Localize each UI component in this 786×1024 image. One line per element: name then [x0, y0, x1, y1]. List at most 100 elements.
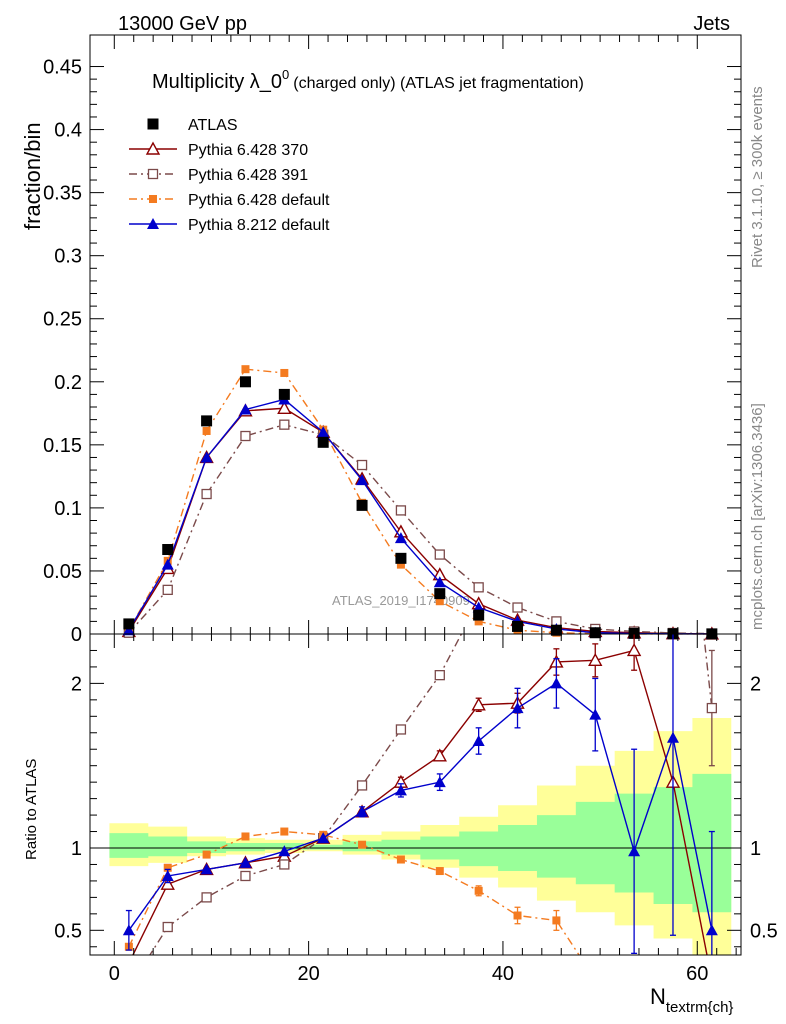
legend-label: Pythia 6.428 391	[188, 167, 308, 184]
ratio-y-tick-label: 2	[71, 673, 82, 695]
ratio-point	[280, 827, 289, 836]
data-point	[356, 459, 368, 471]
data-point	[200, 451, 213, 463]
data-point	[240, 430, 251, 442]
ratio-point	[122, 924, 135, 936]
legend-marker	[147, 118, 159, 130]
ratio-series-line	[149, 634, 713, 955]
ratio-point	[511, 702, 524, 714]
legend-marker	[147, 168, 159, 180]
ratio-point	[161, 869, 174, 881]
data-point	[317, 426, 330, 438]
main-y-tick-label: 0.05	[43, 561, 82, 583]
chart-title: Multiplicity λ_00 (charged only) (ATLAS j…	[152, 67, 584, 93]
ratio-y-tick-label-right: 0.5	[750, 920, 778, 942]
data-point	[473, 582, 484, 593]
main-y-tick-label: 0.1	[54, 498, 82, 520]
ratio-point	[706, 702, 718, 714]
x-tick-label: 60	[686, 963, 708, 985]
data-point	[277, 400, 292, 414]
data-point	[278, 388, 290, 400]
ratio-point	[201, 892, 212, 903]
ratio-point	[435, 867, 444, 876]
data-point	[395, 505, 407, 516]
ratio-point	[666, 731, 679, 743]
data-point	[122, 624, 135, 636]
data-point	[434, 588, 446, 600]
main-y-tick-label: 0.25	[43, 309, 82, 331]
ratio-y-ticks: 0.5 0.5 1 1 2 2	[54, 649, 778, 948]
main-panel: ATLAS_2019_I1740909 00.050.10.150.20.250…	[20, 34, 742, 646]
ratio-series-pythia-8-212-default	[122, 634, 718, 955]
data-point	[239, 403, 252, 415]
main-y-tick-label: 0.45	[43, 57, 82, 79]
ratio-frame	[89, 633, 742, 956]
ratio-y-tick-label: 1	[71, 838, 82, 860]
main-y-tick-label: 0.2	[54, 372, 82, 394]
ratio-point	[358, 840, 367, 849]
ratio-point	[513, 911, 522, 920]
ratio-point	[200, 863, 213, 875]
data-point	[356, 499, 368, 511]
ratio-point	[588, 652, 603, 667]
data-point	[161, 558, 174, 570]
data-point	[434, 549, 445, 560]
data-point	[241, 365, 250, 374]
legend-label: Pythia 6.428 default	[188, 192, 330, 209]
main-y-axis-label: fraction/bin	[20, 122, 45, 230]
chart-title-sup: 0	[282, 67, 289, 82]
ratio-point	[589, 708, 602, 720]
data-point	[239, 376, 251, 388]
ratio-series-line	[128, 830, 580, 955]
ratio-point	[550, 677, 563, 689]
ratio-point	[356, 780, 368, 791]
ratio-point	[162, 921, 173, 933]
legend-label: Pythia 6.428 370	[188, 142, 308, 159]
energy-label: 13000 GeV pp	[118, 13, 247, 35]
ratio-point	[396, 855, 405, 864]
ratio-point	[240, 870, 251, 882]
main-y-tick-label: 0	[71, 624, 82, 646]
jets-label: Jets	[693, 13, 730, 35]
x-tick-label: 20	[297, 963, 319, 985]
ratio-panel: 0.5 0.5 1 1 2 2 0 20 40 60 Ratio to ATLAS Ntextr…	[23, 633, 778, 1016]
ratio-point	[160, 876, 175, 890]
data-point	[162, 544, 174, 556]
data-point	[433, 576, 446, 588]
legend-marker	[145, 141, 161, 155]
x-axis-label-main: N	[650, 984, 666, 1009]
main-y-tick-label: 0.4	[54, 120, 82, 142]
rivet-label: Rivet 3.1.10, ≥ 300k events	[749, 86, 766, 268]
ratio-point	[317, 832, 330, 844]
ratio-point	[432, 748, 447, 762]
ratio-y-axis-label: Ratio to ATLAS	[23, 759, 40, 860]
ratio-point	[278, 845, 291, 857]
data-point	[395, 552, 407, 564]
ratio-y-tick-label: 0.5	[54, 920, 82, 942]
main-y-tick-label: 0.15	[43, 435, 82, 457]
legend-label: Pythia 8.212 default	[188, 217, 330, 234]
data-point	[280, 368, 289, 377]
main-y-tick-label: 0.35	[43, 183, 82, 205]
ratio-point	[395, 724, 407, 735]
ratio-y-tick-label-right: 1	[750, 838, 761, 860]
ratio-point	[472, 735, 485, 746]
x-tick-label: 0	[109, 963, 120, 985]
ratio-point	[471, 697, 486, 711]
main-y-tick-label: 0.3	[54, 246, 82, 268]
legend-marker	[149, 195, 157, 203]
data-point	[317, 436, 329, 448]
series-line	[128, 423, 712, 635]
ratio-point	[239, 856, 252, 868]
data-point	[474, 617, 483, 626]
data-point	[512, 620, 524, 632]
ratio-point	[628, 845, 641, 857]
data-point	[550, 624, 562, 636]
data-point	[589, 627, 601, 639]
chart-title-rest: (charged only) (ATLAS jet fragmentation)	[293, 75, 584, 92]
data-point	[512, 602, 523, 613]
ratio-point	[394, 784, 407, 796]
ratio-point	[434, 670, 445, 681]
ratio-point	[163, 863, 172, 872]
